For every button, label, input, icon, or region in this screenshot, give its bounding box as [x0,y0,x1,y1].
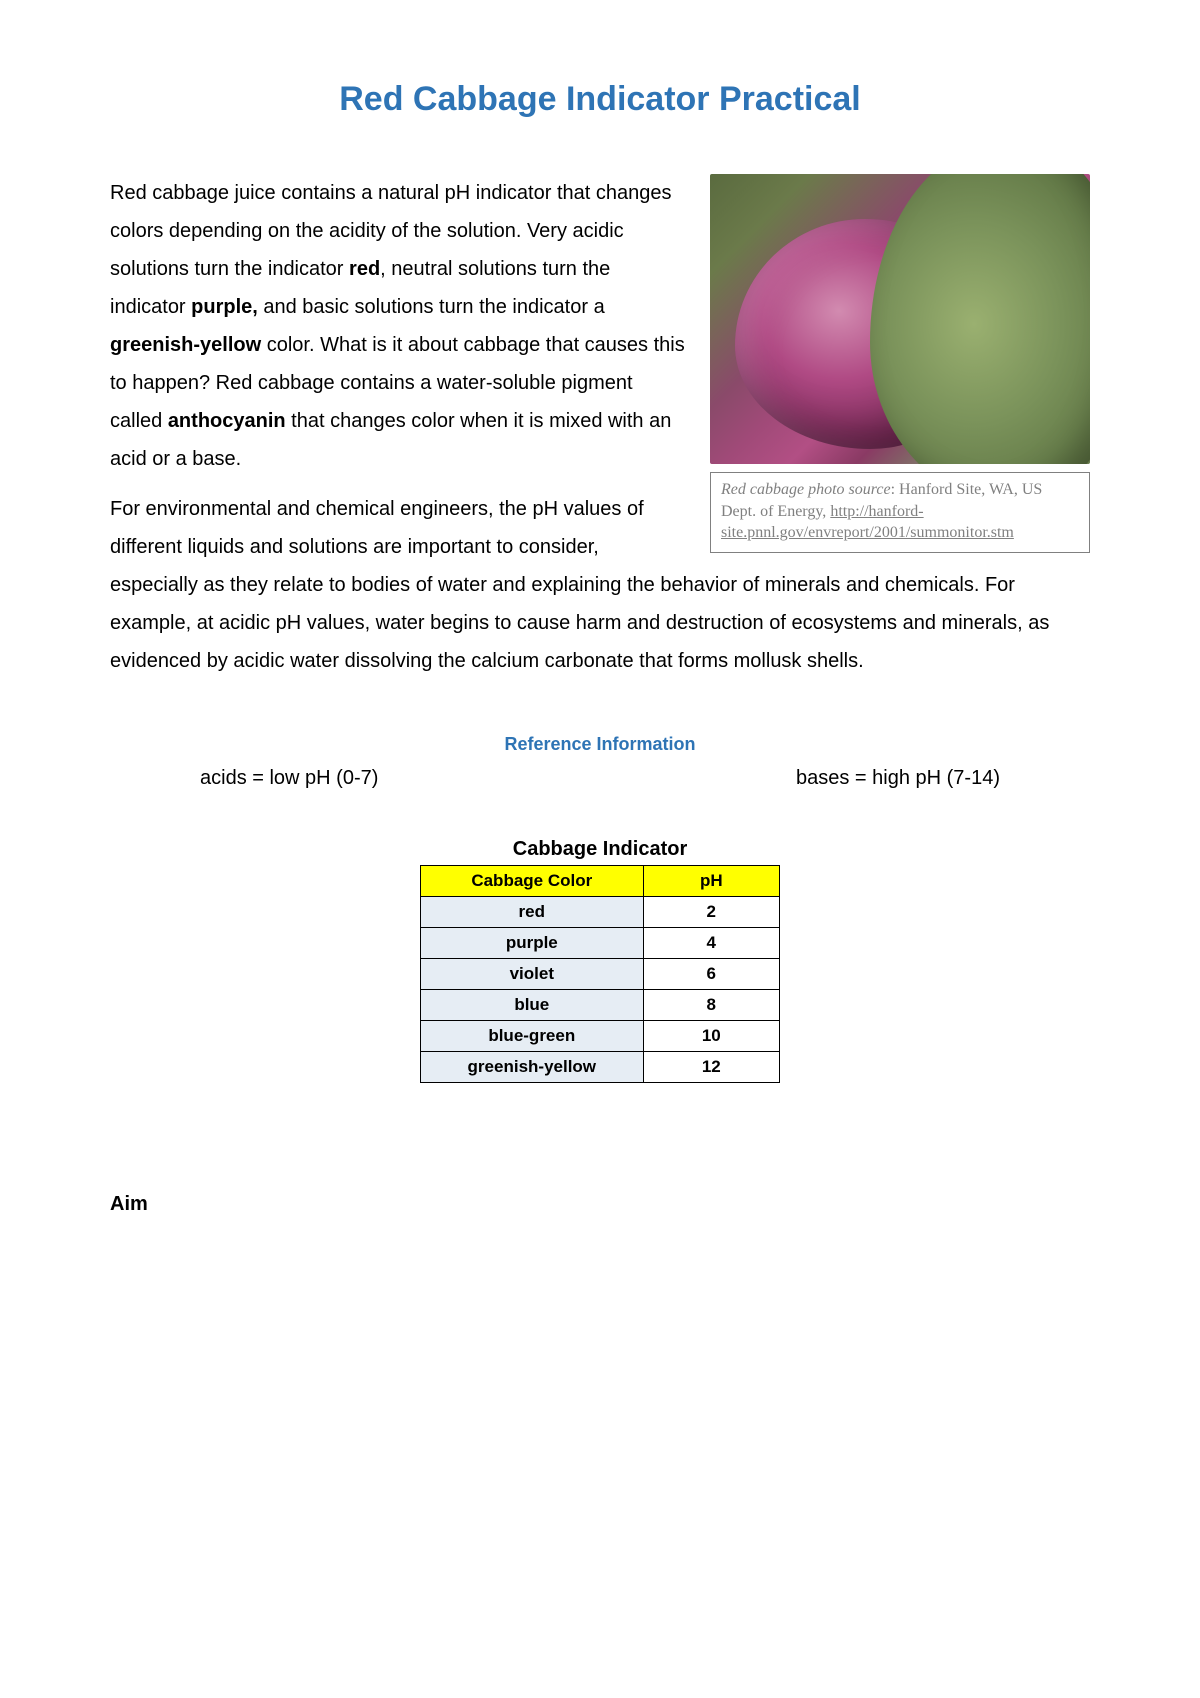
cell-color: greenish-yellow [421,1052,644,1083]
cell-ph: 4 [643,928,779,959]
table-row: purple4 [421,928,780,959]
cell-color: blue-green [421,1021,644,1052]
content-area: Red cabbage photo source: Hanford Site, … [110,174,1090,692]
table-row: red2 [421,897,780,928]
acids-label: acids = low pH (0-7) [200,767,378,790]
p1-bold-anthocyanin: anthocyanin [168,410,286,432]
cell-color: red [421,897,644,928]
th-ph: pH [643,866,779,897]
p1-bold-greenish: greenish-yellow [110,334,261,356]
cell-ph: 2 [643,897,779,928]
cabbage-photo [710,174,1090,464]
p1-bold-purple: purple, [191,296,258,318]
p1-bold-red: red [349,258,380,280]
cell-color: blue [421,990,644,1021]
aim-heading: Aim [110,1193,1090,1216]
reference-heading: Reference Information [110,734,1090,755]
table-row: greenish-yellow12 [421,1052,780,1083]
table-row: blue8 [421,990,780,1021]
figure-cabbage: Red cabbage photo source: Hanford Site, … [710,174,1090,553]
cell-ph: 10 [643,1021,779,1052]
cell-ph: 8 [643,990,779,1021]
bases-label: bases = high pH (7-14) [796,767,1000,790]
acid-base-row: acids = low pH (0-7) bases = high pH (7-… [110,767,1090,790]
table-row: violet6 [421,959,780,990]
page-title: Red Cabbage Indicator Practical [110,80,1090,119]
table-title: Cabbage Indicator [110,838,1090,861]
indicator-table: Cabbage Color pH red2 purple4 violet6 bl… [420,865,780,1083]
cell-color: purple [421,928,644,959]
cell-color: violet [421,959,644,990]
table-row: blue-green10 [421,1021,780,1052]
cell-ph: 12 [643,1052,779,1083]
cell-ph: 6 [643,959,779,990]
th-color: Cabbage Color [421,866,644,897]
p1-seg3: and basic solutions turn the indicator a [258,296,605,318]
table-header-row: Cabbage Color pH [421,866,780,897]
caption-label: Red cabbage photo source [721,481,891,498]
photo-caption: Red cabbage photo source: Hanford Site, … [710,472,1090,553]
